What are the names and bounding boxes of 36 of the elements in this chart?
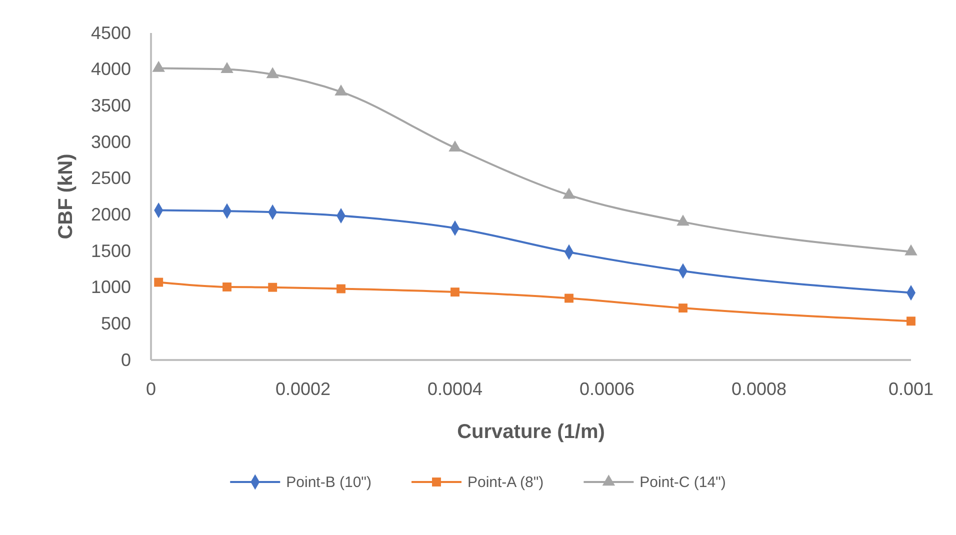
x-tick-label: 0.0002 <box>275 378 331 399</box>
point <box>220 62 234 74</box>
y-tick-label: 3500 <box>90 95 131 116</box>
y-tick-label: 1500 <box>90 240 131 261</box>
point <box>448 140 462 152</box>
point <box>450 288 460 297</box>
legend-label: Point-A (8") <box>467 474 544 491</box>
x-tick-label: 0.0006 <box>579 378 635 399</box>
x-tick-label: 0 <box>146 378 156 399</box>
x-tick-label: 0.0004 <box>427 378 483 399</box>
point <box>564 294 574 303</box>
y-tick-label: 3000 <box>90 132 131 152</box>
x-axis-title: Curvature (1/m) <box>457 421 605 443</box>
point <box>678 304 688 313</box>
point <box>562 188 576 199</box>
y-tick-label: 0 <box>120 350 131 370</box>
point <box>266 67 279 78</box>
point <box>336 284 346 294</box>
point <box>222 282 232 292</box>
y-axis-title: CBF (kN) <box>55 154 77 240</box>
legend-label: Point-B (10") <box>286 474 372 491</box>
x-tick-label: 0.001 <box>888 378 934 399</box>
point <box>906 316 916 326</box>
y-tick-label: 2000 <box>90 204 131 224</box>
y-tick-label: 500 <box>100 313 131 334</box>
y-tick-label: 4000 <box>90 59 131 80</box>
y-tick-label: 1000 <box>90 277 131 298</box>
point <box>268 282 278 292</box>
point <box>152 60 165 72</box>
y-tick-label: 2500 <box>90 168 131 188</box>
y-tick-label: 4500 <box>90 22 131 43</box>
x-tick-label: 0.0008 <box>731 378 787 399</box>
legend-label: Point-C (14") <box>640 474 726 491</box>
point <box>676 214 690 226</box>
point <box>154 278 164 287</box>
point <box>334 84 348 96</box>
